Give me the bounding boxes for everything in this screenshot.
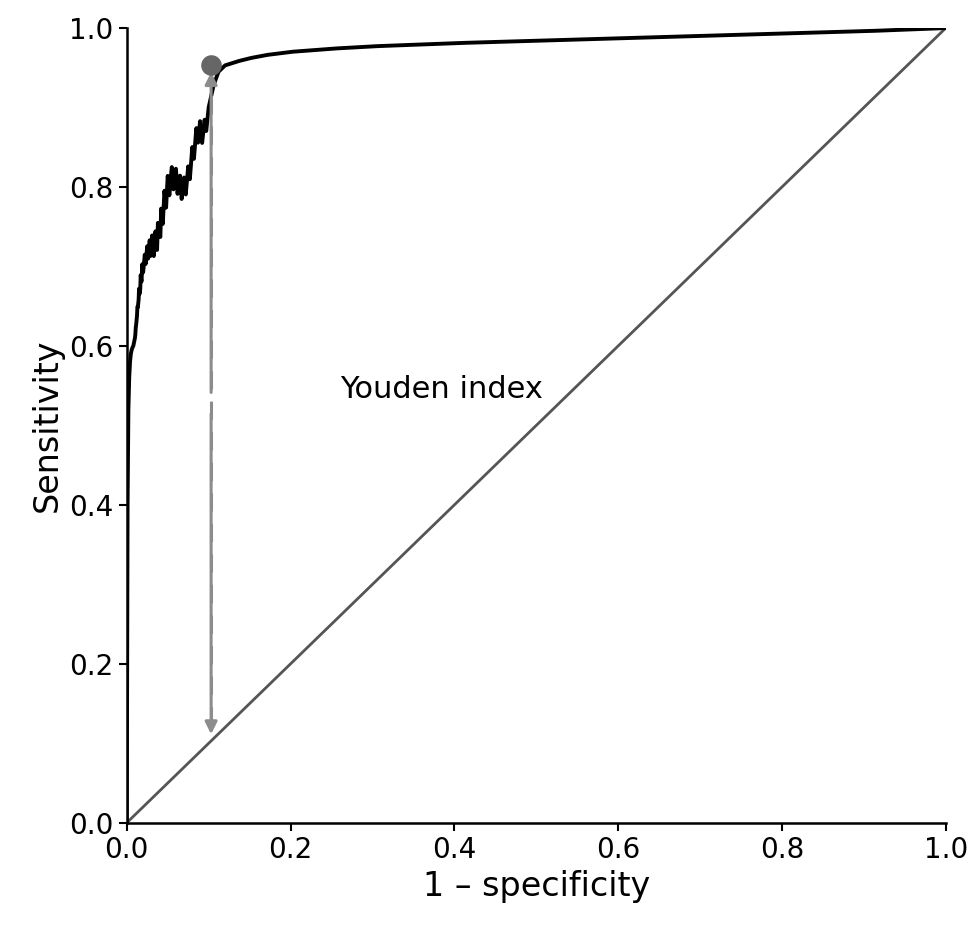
- X-axis label: 1 – specificity: 1 – specificity: [422, 870, 650, 902]
- Text: Youden index: Youden index: [339, 375, 542, 404]
- Point: [204, 58, 219, 73]
- Y-axis label: Sensitivity: Sensitivity: [30, 338, 63, 512]
